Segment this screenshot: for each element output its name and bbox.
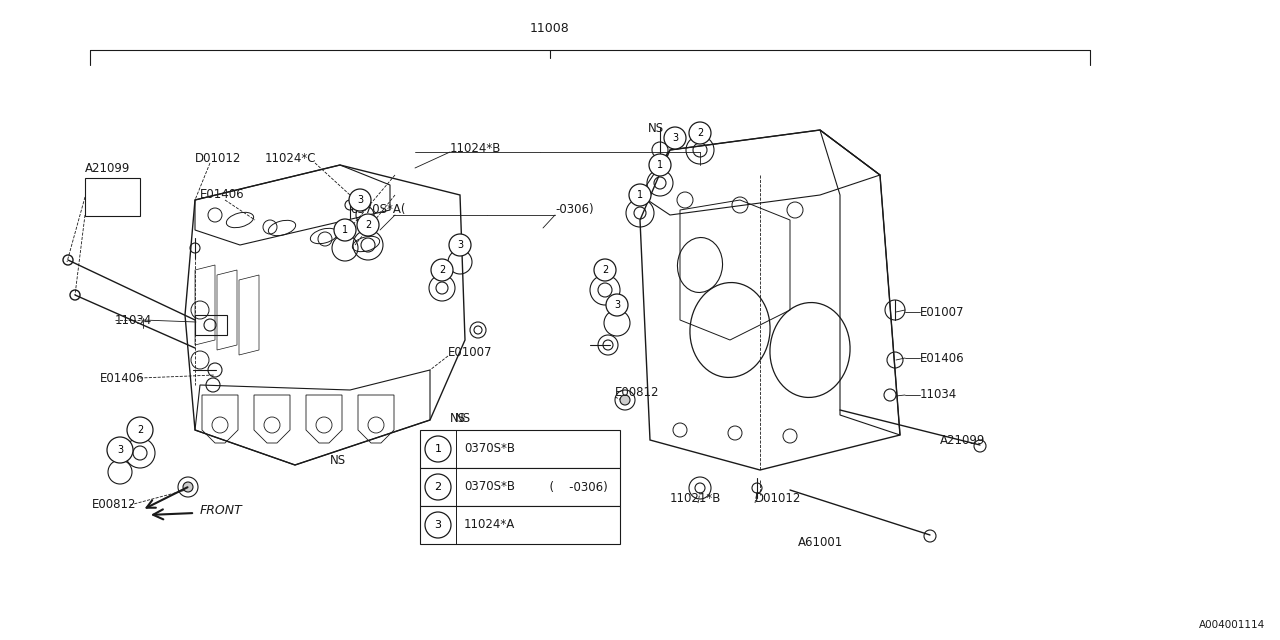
Circle shape xyxy=(628,184,652,206)
Text: E01406: E01406 xyxy=(100,371,145,385)
Text: 3: 3 xyxy=(457,240,463,250)
Text: 11008: 11008 xyxy=(530,22,570,35)
Circle shape xyxy=(183,482,193,492)
Text: (    -0306): ( -0306) xyxy=(541,481,608,493)
Text: A21099: A21099 xyxy=(940,433,986,447)
Circle shape xyxy=(431,259,453,281)
Circle shape xyxy=(449,234,471,256)
Text: NS: NS xyxy=(648,122,664,134)
Text: 3: 3 xyxy=(614,300,620,310)
Text: 2: 2 xyxy=(602,265,608,275)
Text: -0306): -0306) xyxy=(556,204,594,216)
Circle shape xyxy=(664,127,686,149)
Text: 11034: 11034 xyxy=(115,314,152,326)
Bar xyxy=(420,506,620,544)
Circle shape xyxy=(349,189,371,211)
Text: E01406: E01406 xyxy=(200,189,244,202)
Circle shape xyxy=(425,436,451,462)
Text: D01012: D01012 xyxy=(755,492,801,504)
Circle shape xyxy=(108,437,133,463)
Text: 0370S*B: 0370S*B xyxy=(465,481,515,493)
Text: E00812: E00812 xyxy=(614,385,659,399)
Text: 2: 2 xyxy=(137,425,143,435)
Circle shape xyxy=(425,474,451,500)
Text: 0370S*A(: 0370S*A( xyxy=(349,204,406,216)
Text: FRONT: FRONT xyxy=(200,504,243,516)
Circle shape xyxy=(474,326,483,334)
Circle shape xyxy=(425,512,451,538)
Text: E01406: E01406 xyxy=(920,351,965,365)
Text: A21099: A21099 xyxy=(84,161,131,175)
Text: 2: 2 xyxy=(696,128,703,138)
Text: 0370S*B: 0370S*B xyxy=(465,442,515,456)
Text: NS: NS xyxy=(454,412,471,424)
Text: 2: 2 xyxy=(365,220,371,230)
Text: 2: 2 xyxy=(439,265,445,275)
Text: 11024*B: 11024*B xyxy=(451,141,502,154)
Text: 11034: 11034 xyxy=(920,388,957,401)
Circle shape xyxy=(357,214,379,236)
Bar xyxy=(420,468,620,506)
Text: 3: 3 xyxy=(116,445,123,455)
Text: 3: 3 xyxy=(672,133,678,143)
Circle shape xyxy=(620,395,630,405)
Text: 3: 3 xyxy=(434,520,442,530)
Text: 11024*C: 11024*C xyxy=(265,152,316,164)
Text: A004001114: A004001114 xyxy=(1199,620,1265,630)
Circle shape xyxy=(649,154,671,176)
Bar xyxy=(195,315,227,335)
Text: 11021*B: 11021*B xyxy=(669,492,722,504)
Text: 1: 1 xyxy=(637,190,643,200)
Circle shape xyxy=(127,417,154,443)
Text: NS: NS xyxy=(330,454,346,467)
Text: D01012: D01012 xyxy=(195,152,242,164)
Bar xyxy=(420,430,620,468)
Circle shape xyxy=(605,294,628,316)
Bar xyxy=(84,178,140,216)
Text: 2: 2 xyxy=(434,482,442,492)
Text: 11024*A: 11024*A xyxy=(465,518,516,531)
Text: E01007: E01007 xyxy=(448,346,493,358)
Text: 3: 3 xyxy=(357,195,364,205)
Text: 1: 1 xyxy=(657,160,663,170)
Text: 1: 1 xyxy=(434,444,442,454)
Text: E01007: E01007 xyxy=(920,305,965,319)
Circle shape xyxy=(689,122,710,144)
Text: NS: NS xyxy=(451,412,466,424)
Text: A61001: A61001 xyxy=(797,536,844,548)
Circle shape xyxy=(334,219,356,241)
Text: 1: 1 xyxy=(342,225,348,235)
Circle shape xyxy=(594,259,616,281)
Text: E00812: E00812 xyxy=(92,499,137,511)
